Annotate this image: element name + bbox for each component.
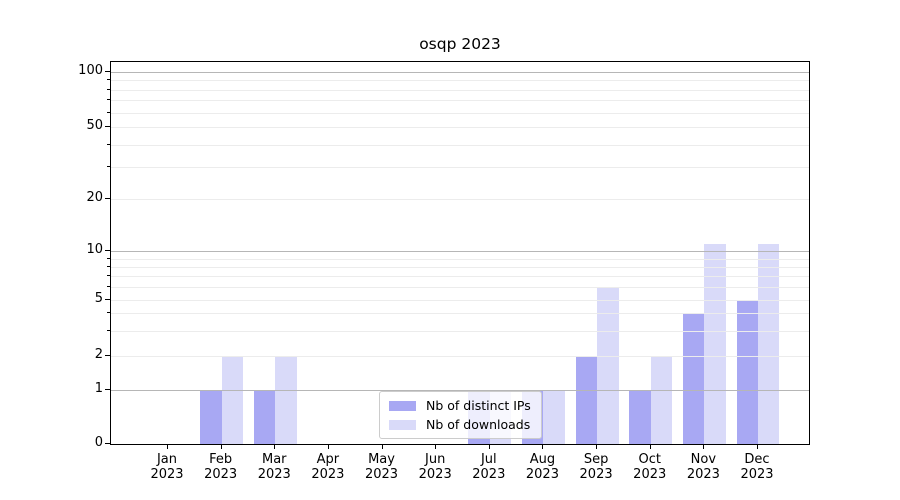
- y-minor-tick-mark: [107, 111, 110, 113]
- x-tick-mark: [381, 444, 383, 449]
- y-minor-tick-mark: [107, 257, 110, 259]
- legend-label-downloads: Nb of downloads: [426, 417, 531, 432]
- x-tick-label-apr: Apr 2023: [311, 452, 345, 482]
- legend-swatch-downloads: [389, 419, 416, 430]
- y-tick-mark: [105, 250, 110, 252]
- legend-entry-downloads: Nb of downloads: [389, 417, 531, 432]
- x-tick-mark: [703, 444, 705, 449]
- bar-downloads-mar: [275, 356, 297, 444]
- plot-area: Nb of distinct IPs Nb of downloads: [110, 61, 810, 445]
- x-tick-label-jan: Jan 2023: [150, 452, 184, 482]
- bar-distinct-ips-nov: [682, 313, 705, 444]
- y-tick-label-2: 2: [94, 347, 103, 363]
- x-tick-mark: [167, 444, 168, 449]
- y-tick-mark: [105, 70, 110, 72]
- y-tick-mark: [105, 298, 110, 300]
- bar-downloads-feb: [221, 356, 244, 444]
- x-tick-label-mar: Mar 2023: [257, 452, 291, 482]
- bar-downloads-nov: [704, 244, 726, 444]
- y-minor-tick-mark: [107, 275, 110, 277]
- y-tick-mark: [105, 126, 110, 128]
- y-tick-label-5: 5: [94, 290, 103, 306]
- gridline-y-50: [111, 127, 809, 129]
- gridline-y-7: [111, 276, 809, 278]
- gridline-y-10: [111, 251, 809, 253]
- bar-downloads-sep: [597, 286, 619, 444]
- bar-distinct-ips-oct: [629, 389, 651, 444]
- y-tick-mark: [105, 443, 110, 444]
- gridline-y-5: [111, 299, 809, 301]
- bar-distinct-ips-sep: [575, 356, 598, 444]
- y-minor-tick-mark: [107, 285, 110, 287]
- gridline-y-20: [111, 199, 809, 201]
- x-tick-mark: [649, 444, 651, 449]
- y-tick-label-0: 0: [94, 435, 103, 450]
- x-tick-label-nov: Nov 2023: [686, 452, 720, 482]
- x-tick-label-sep: Sep 2023: [579, 452, 613, 482]
- gridline-y-100: [111, 71, 809, 73]
- y-minor-tick-mark: [107, 143, 110, 145]
- y-tick-mark: [105, 198, 110, 200]
- y-minor-tick-mark: [107, 99, 110, 101]
- y-tick-label-50: 50: [86, 118, 103, 134]
- legend: Nb of distinct IPs Nb of downloads: [379, 391, 542, 439]
- y-tick-mark: [105, 388, 110, 390]
- y-minor-tick-mark: [107, 312, 110, 314]
- gridline-y-6: [111, 286, 809, 288]
- bar-distinct-ips-mar: [253, 389, 276, 444]
- y-tick-label-20: 20: [86, 190, 103, 206]
- y-minor-tick-mark: [107, 166, 110, 168]
- gridline-y-9: [111, 258, 809, 260]
- x-tick-mark: [488, 444, 490, 449]
- x-tick-mark: [220, 444, 222, 449]
- gridline-y-80: [111, 89, 809, 91]
- x-tick-label-jul: Jul 2023: [472, 452, 506, 482]
- y-minor-tick-mark: [107, 88, 110, 90]
- gridline-y-3: [111, 331, 809, 333]
- bar-distinct-ips-dec: [736, 299, 758, 444]
- y-tick-label-100: 100: [78, 62, 103, 78]
- gridline-y-40: [111, 144, 809, 146]
- gridline-y-2: [111, 356, 809, 358]
- bar-distinct-ips-feb: [200, 389, 222, 444]
- chart-title: osqp 2023: [419, 35, 501, 53]
- x-tick-label-feb: Feb 2023: [204, 452, 238, 482]
- x-tick-label-oct: Oct 2023: [633, 452, 667, 482]
- bar-downloads-dec: [757, 244, 780, 444]
- x-tick-mark: [274, 444, 276, 449]
- x-tick-mark: [542, 444, 544, 449]
- y-tick-mark: [105, 355, 110, 357]
- gridline-y-70: [111, 100, 809, 102]
- x-tick-mark: [756, 444, 758, 449]
- legend-label-distinct-ips: Nb of distinct IPs: [426, 398, 531, 413]
- x-tick-mark: [596, 444, 598, 449]
- y-tick-label-1: 1: [94, 380, 103, 396]
- x-tick-label-aug: Aug 2023: [525, 452, 559, 482]
- gridline-y-90: [111, 80, 809, 82]
- x-tick-label-jun: Jun 2023: [418, 452, 452, 482]
- legend-entry-distinct-ips: Nb of distinct IPs: [389, 398, 531, 413]
- x-tick-label-may: May 2023: [364, 452, 399, 482]
- y-minor-tick-mark: [107, 330, 110, 332]
- bar-downloads-aug: [543, 389, 565, 444]
- y-minor-tick-mark: [107, 79, 110, 81]
- y-tick-label-10: 10: [86, 242, 103, 258]
- gridline-y-4: [111, 313, 809, 315]
- y-minor-tick-mark: [107, 265, 110, 267]
- gridline-y-8: [111, 266, 809, 268]
- x-tick-mark: [327, 444, 329, 449]
- gridline-y-30: [111, 167, 809, 169]
- gridline-y-60: [111, 112, 809, 114]
- bar-downloads-oct: [650, 356, 673, 444]
- x-tick-mark: [435, 444, 437, 449]
- x-tick-label-dec: Dec 2023: [740, 452, 774, 482]
- legend-swatch-distinct-ips: [389, 400, 416, 411]
- gridline-y-1: [111, 389, 809, 391]
